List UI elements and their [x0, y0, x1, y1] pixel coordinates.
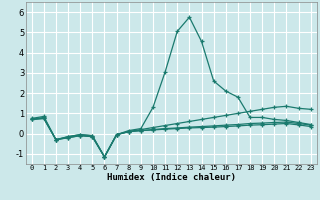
- X-axis label: Humidex (Indice chaleur): Humidex (Indice chaleur): [107, 173, 236, 182]
